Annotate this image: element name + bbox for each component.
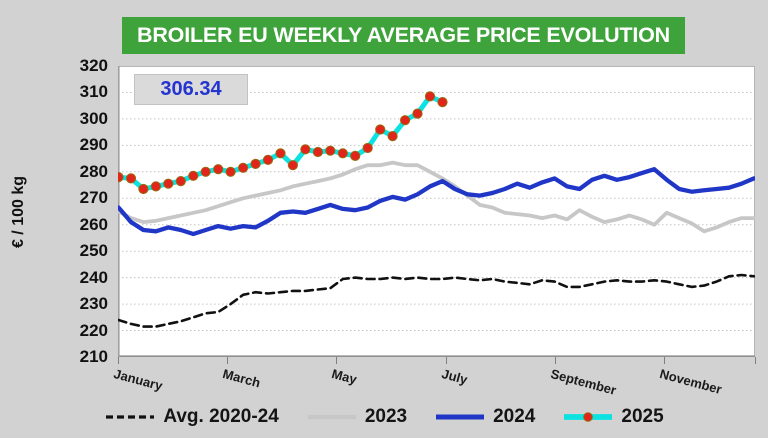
legend-swatch-icon (436, 414, 485, 420)
data-point-2025-week-26 (424, 91, 436, 102)
data-point-2025-week-11 (238, 162, 249, 173)
legend-item-2024: 2024 (434, 406, 535, 428)
data-point-2025-week-16 (300, 144, 311, 155)
latest-value-callout: 306.34 (134, 74, 248, 105)
series-line-avg-2020-24 (118, 273, 755, 328)
data-point-2025-week-9 (213, 164, 224, 175)
y-tick-label-250: 250 (79, 241, 108, 261)
plot-canvas (118, 66, 755, 357)
data-point-2025-week-14 (275, 148, 286, 159)
chart-title: BROILER EU WEEKLY AVERAGE PRICE EVOLUTIO… (122, 17, 685, 54)
x-tick-mark (227, 357, 229, 364)
y-tick-label-290: 290 (79, 135, 108, 155)
data-point-2025-week-25 (412, 108, 423, 119)
data-point-2025-week-21 (362, 142, 373, 154)
x-tick-label-january: January (112, 366, 165, 394)
y-tick-label-300: 300 (79, 108, 108, 128)
legend-item-avg-2020-24: Avg. 2020-24 (104, 406, 279, 428)
data-point-2025-week-15 (287, 160, 298, 171)
data-point-2025-week-4 (150, 181, 162, 192)
series-line-2024 (118, 167, 755, 237)
x-tick-label-may: May (330, 366, 359, 388)
legend-label-3: 2025 (621, 406, 664, 427)
legend-label-1: 2023 (364, 406, 408, 427)
x-tick-mark (755, 357, 756, 364)
x-tick-label-november: November (658, 366, 724, 397)
data-point-2025-week-17 (312, 146, 323, 158)
legend-swatch-icon (307, 414, 356, 420)
data-point-2025-week-8 (200, 166, 211, 177)
data-point-2025-week-27 (437, 96, 448, 108)
data-point-2025-week-1 (118, 172, 124, 183)
data-point-2025-week-23 (387, 131, 398, 142)
x-tick-label-july: July (439, 366, 469, 388)
y-tick-label-280: 280 (79, 161, 108, 181)
y-tick-label-260: 260 (79, 214, 108, 234)
data-point-2025-week-13 (262, 154, 274, 166)
y-tick-label-310: 310 (79, 82, 108, 102)
legend: Avg. 2020-24 2023 2024 2025 (0, 401, 768, 433)
x-tick-mark (445, 357, 447, 364)
legend-swatch-icon (106, 415, 155, 419)
data-point-2025-week-19 (337, 148, 348, 159)
data-point-2025-week-20 (350, 150, 361, 162)
data-point-2025-week-7 (188, 170, 199, 181)
y-tick-label-220: 220 (79, 320, 108, 340)
legend-swatch-icon (564, 412, 613, 422)
x-tick-label-september: September (548, 366, 618, 398)
legend-item-2023: 2023 (306, 406, 407, 428)
data-point-2025-week-12 (250, 158, 261, 170)
series-line-2025 (118, 93, 445, 192)
legend-label-2: 2024 (493, 406, 536, 427)
x-tick-mark (336, 357, 338, 364)
legend-item-2025: 2025 (562, 406, 664, 428)
data-point-2025-week-3 (138, 183, 149, 195)
y-axis-title: € / 100 kg (10, 175, 27, 249)
y-tick-label-210: 210 (79, 347, 108, 366)
y-tick-label-240: 240 (79, 267, 108, 287)
y-tick-label-230: 230 (79, 294, 108, 314)
x-tick-mark (554, 357, 556, 364)
data-point-2025-week-24 (400, 115, 411, 126)
data-point-2025-week-2 (125, 173, 137, 184)
y-tick-label-320: 320 (79, 56, 108, 75)
plot-area: 306.34 (118, 66, 755, 357)
data-point-2025-week-18 (325, 145, 336, 156)
x-tick-mark (664, 357, 665, 364)
data-point-2025-week-22 (375, 124, 386, 135)
x-tick-label-march: March (221, 366, 263, 391)
series-line-2023 (118, 160, 755, 234)
x-tick-mark (118, 357, 119, 364)
legend-label-0: Avg. 2020-24 (163, 406, 279, 427)
data-point-2025-week-10 (225, 166, 236, 177)
data-point-2025-week-5 (163, 178, 174, 189)
y-tick-label-270: 270 (79, 188, 108, 208)
data-point-2025-week-6 (175, 176, 186, 187)
